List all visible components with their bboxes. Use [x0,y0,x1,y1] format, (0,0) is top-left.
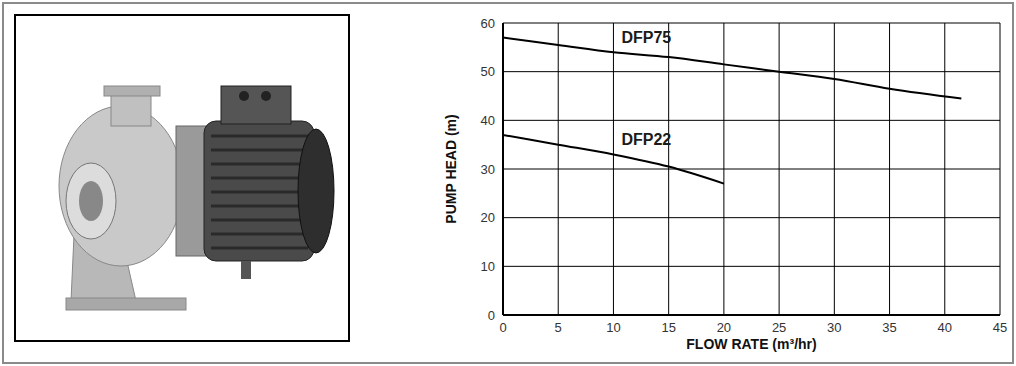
svg-text:DFP22: DFP22 [621,131,671,148]
svg-text:30: 30 [481,162,495,177]
svg-text:0: 0 [499,320,506,335]
svg-text:0: 0 [488,308,495,323]
svg-text:40: 40 [481,113,495,128]
svg-text:20: 20 [717,320,731,335]
svg-text:FLOW RATE (m³/hr): FLOW RATE (m³/hr) [686,336,816,352]
svg-text:10: 10 [606,320,620,335]
svg-text:25: 25 [772,320,786,335]
svg-text:PUMP HEAD (m): PUMP HEAD (m) [443,114,459,223]
svg-text:DFP75: DFP75 [621,29,671,46]
svg-text:30: 30 [827,320,841,335]
svg-text:10: 10 [481,259,495,274]
svg-text:45: 45 [993,320,1007,335]
svg-text:50: 50 [481,64,495,79]
svg-text:15: 15 [661,320,675,335]
svg-text:40: 40 [938,320,952,335]
svg-text:20: 20 [481,210,495,225]
svg-text:35: 35 [882,320,896,335]
svg-text:60: 60 [481,16,495,31]
svg-text:5: 5 [555,320,562,335]
